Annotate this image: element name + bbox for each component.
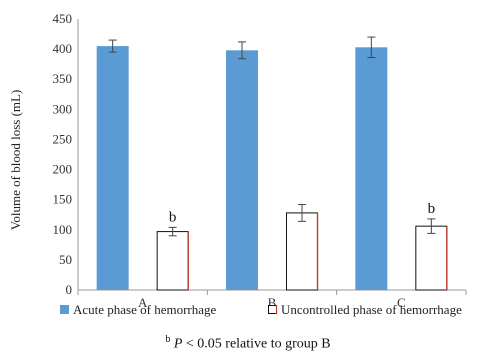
legend-swatch-uncontrolled <box>268 305 277 314</box>
bar-acute-A <box>96 46 129 290</box>
significance-marker: b <box>428 201 436 217</box>
y-tick-label: 100 <box>53 222 73 237</box>
bars <box>96 46 448 291</box>
legend-label: Acute phase of hemorrhage <box>73 302 217 317</box>
legend: Acute phase of hemorrhage Uncontrolled ph… <box>60 302 462 317</box>
y-tick-label: 350 <box>53 71 73 86</box>
bar-acute-B <box>226 50 258 291</box>
y-tick-label: 200 <box>53 162 73 177</box>
y-axis-ticks: 0 50 100 150 200 250 300 350 400 450 <box>53 11 73 297</box>
y-tick-label: 250 <box>53 131 73 146</box>
legend-swatch-acute <box>60 305 69 314</box>
bar-uncontrolled-A <box>156 231 189 291</box>
x-tick-label: C <box>397 295 406 310</box>
footnote: b P < 0.05 relative to group B <box>0 334 496 353</box>
legend-label: Uncontrolled phase of hemorrhage <box>281 302 462 317</box>
y-axis-title: Volume of blood loss (mL) <box>8 90 23 231</box>
x-tick-labels: A B C <box>138 295 406 310</box>
significance-marker: b <box>169 209 177 225</box>
footnote-p-symbol: P <box>173 336 183 352</box>
footnote-text: < 0.05 relative to group B <box>182 336 331 352</box>
x-axis <box>77 289 467 295</box>
y-tick-label: 400 <box>53 41 73 56</box>
significance-annotations: bb <box>169 201 435 225</box>
bar-uncontrolled-B <box>286 212 318 291</box>
bar-uncontrolled-C <box>415 225 448 291</box>
footnote-superscript: b <box>165 334 171 345</box>
y-tick-label: 0 <box>66 282 73 297</box>
y-tick-label: 450 <box>53 11 73 26</box>
y-tick-label: 50 <box>59 252 72 267</box>
bar-acute-C <box>355 47 388 290</box>
error-bars <box>108 36 436 237</box>
x-tick-label: A <box>138 295 148 310</box>
y-tick-label: 300 <box>53 101 73 116</box>
y-tick-label: 150 <box>53 192 73 207</box>
x-tick-label: B <box>268 295 277 310</box>
